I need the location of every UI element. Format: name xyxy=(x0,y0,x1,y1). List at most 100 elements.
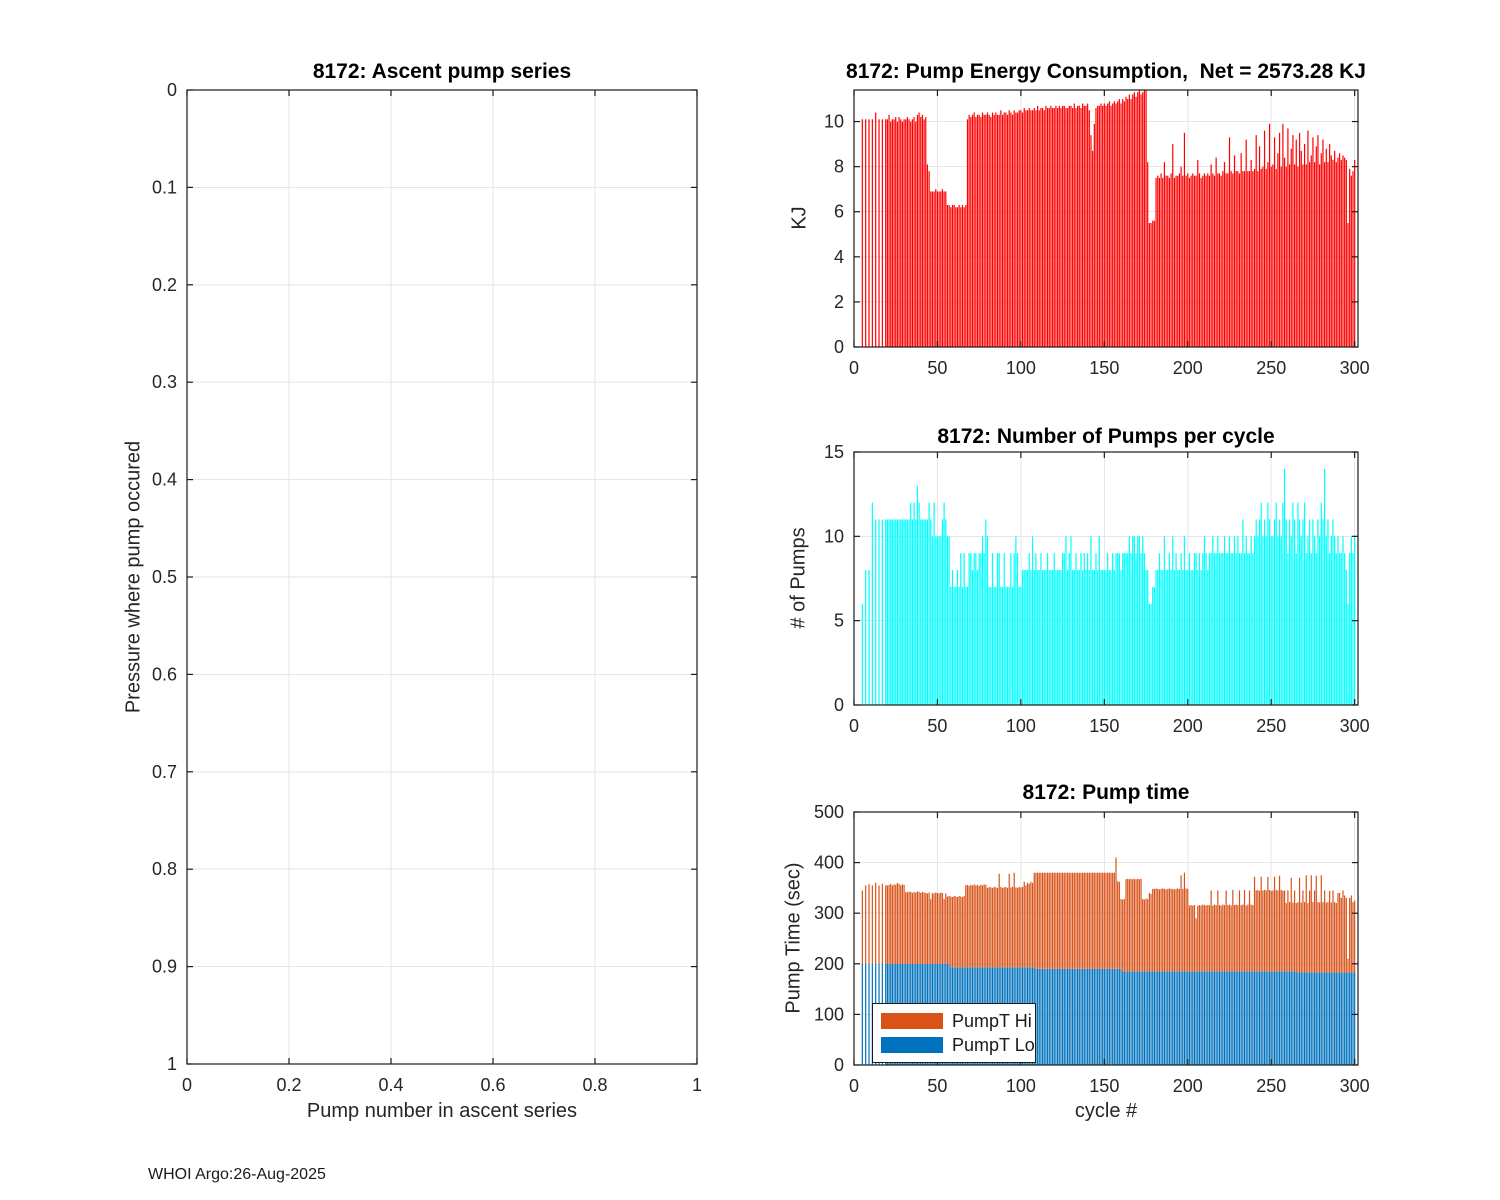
bar xyxy=(1282,502,1284,705)
bar-hi xyxy=(960,896,962,968)
bar xyxy=(951,204,954,347)
bar xyxy=(983,114,985,347)
bar xyxy=(861,603,863,705)
bar-lo xyxy=(1248,971,1251,1065)
bar xyxy=(1305,164,1307,347)
bar xyxy=(1322,519,1324,705)
bar-hi xyxy=(1225,890,1227,972)
bar-hi xyxy=(875,882,877,964)
bar xyxy=(1000,586,1002,705)
bar-hi xyxy=(1183,872,1186,972)
y-tick-label: 4 xyxy=(834,247,844,267)
bar xyxy=(1207,173,1209,347)
bar-hi xyxy=(955,896,957,968)
bar xyxy=(1327,162,1329,347)
bar xyxy=(1122,553,1124,705)
bar xyxy=(1227,553,1229,705)
x-tick-label: 200 xyxy=(1173,358,1203,378)
bar xyxy=(1023,570,1025,705)
bar-lo xyxy=(1310,972,1312,1065)
bar-hi xyxy=(1043,872,1045,969)
bar xyxy=(988,114,990,347)
bar-lo xyxy=(1100,968,1102,1065)
bar xyxy=(1228,137,1231,347)
bar-hi xyxy=(1050,872,1052,969)
bar-lo xyxy=(1098,968,1100,1065)
bar-hi xyxy=(1347,958,1349,973)
bar-hi xyxy=(901,884,903,964)
bar xyxy=(905,519,907,705)
bar-lo xyxy=(868,963,870,1065)
bar xyxy=(1005,112,1007,348)
bar xyxy=(958,586,960,705)
bar xyxy=(1245,536,1247,705)
y-tick-label: 400 xyxy=(814,853,844,873)
bar xyxy=(1213,553,1216,705)
bar-lo xyxy=(1168,971,1171,1065)
bar xyxy=(1073,103,1075,348)
bar-hi xyxy=(1213,904,1216,972)
bar xyxy=(1285,519,1287,705)
bar-hi xyxy=(1157,888,1159,972)
bar-lo xyxy=(1327,972,1329,1065)
bar-lo xyxy=(1350,972,1352,1065)
bar xyxy=(1232,553,1234,705)
bar-hi xyxy=(1187,888,1189,972)
bar xyxy=(1038,110,1040,347)
bar-hi xyxy=(1290,877,1292,972)
bar xyxy=(1051,108,1054,347)
bar-hi xyxy=(1003,887,1005,968)
bar xyxy=(1063,105,1065,347)
bar xyxy=(940,191,942,347)
bar xyxy=(1190,175,1192,347)
bar-lo xyxy=(1162,971,1164,1065)
bar xyxy=(950,586,952,705)
bar xyxy=(1185,175,1187,347)
legend-row-pumpt-hi: PumpT Hi xyxy=(881,1009,1035,1033)
bar xyxy=(1225,173,1227,347)
x-tick-label: 0 xyxy=(849,1076,859,1096)
bar xyxy=(1302,164,1304,347)
bar xyxy=(1210,553,1212,705)
bar-lo xyxy=(1041,968,1044,1065)
bar-hi xyxy=(1057,872,1059,969)
bar-hi xyxy=(970,884,972,968)
bar-lo xyxy=(1334,972,1336,1065)
bar-hi xyxy=(1252,905,1254,972)
energy-chart-ylabel: KJ xyxy=(788,206,811,230)
bar-lo xyxy=(1222,971,1224,1065)
bar xyxy=(1048,570,1050,705)
bar xyxy=(1163,162,1166,347)
bar-hi xyxy=(1112,872,1114,969)
bar xyxy=(1200,177,1202,347)
bar xyxy=(1273,519,1276,705)
bar xyxy=(923,519,925,705)
bar xyxy=(1152,220,1154,347)
bar xyxy=(1008,586,1010,705)
bar-lo xyxy=(1233,971,1236,1065)
bar xyxy=(1175,553,1177,705)
bar-hi xyxy=(910,891,912,964)
bar xyxy=(970,117,972,347)
bar-hi xyxy=(1045,872,1047,969)
bar xyxy=(1332,519,1334,705)
bar-hi xyxy=(1142,899,1144,972)
bar xyxy=(1165,175,1167,347)
bar xyxy=(1093,123,1095,347)
y-tick-label: 10 xyxy=(824,526,844,546)
bar xyxy=(911,519,914,705)
bar xyxy=(1112,553,1114,705)
bar xyxy=(1198,553,1201,705)
bar xyxy=(886,119,888,348)
bar xyxy=(1026,110,1029,347)
bar-hi xyxy=(1135,879,1137,972)
bar-lo xyxy=(1180,971,1182,1065)
axes-border xyxy=(853,811,1359,1066)
bar xyxy=(881,119,883,348)
bar-hi xyxy=(983,884,985,968)
bar xyxy=(931,191,934,347)
x-tick-label: 0 xyxy=(182,1075,192,1095)
bar xyxy=(1050,570,1052,705)
bar-hi xyxy=(905,891,907,964)
pumps-chart-ylabel: # of Pumps xyxy=(787,527,810,629)
